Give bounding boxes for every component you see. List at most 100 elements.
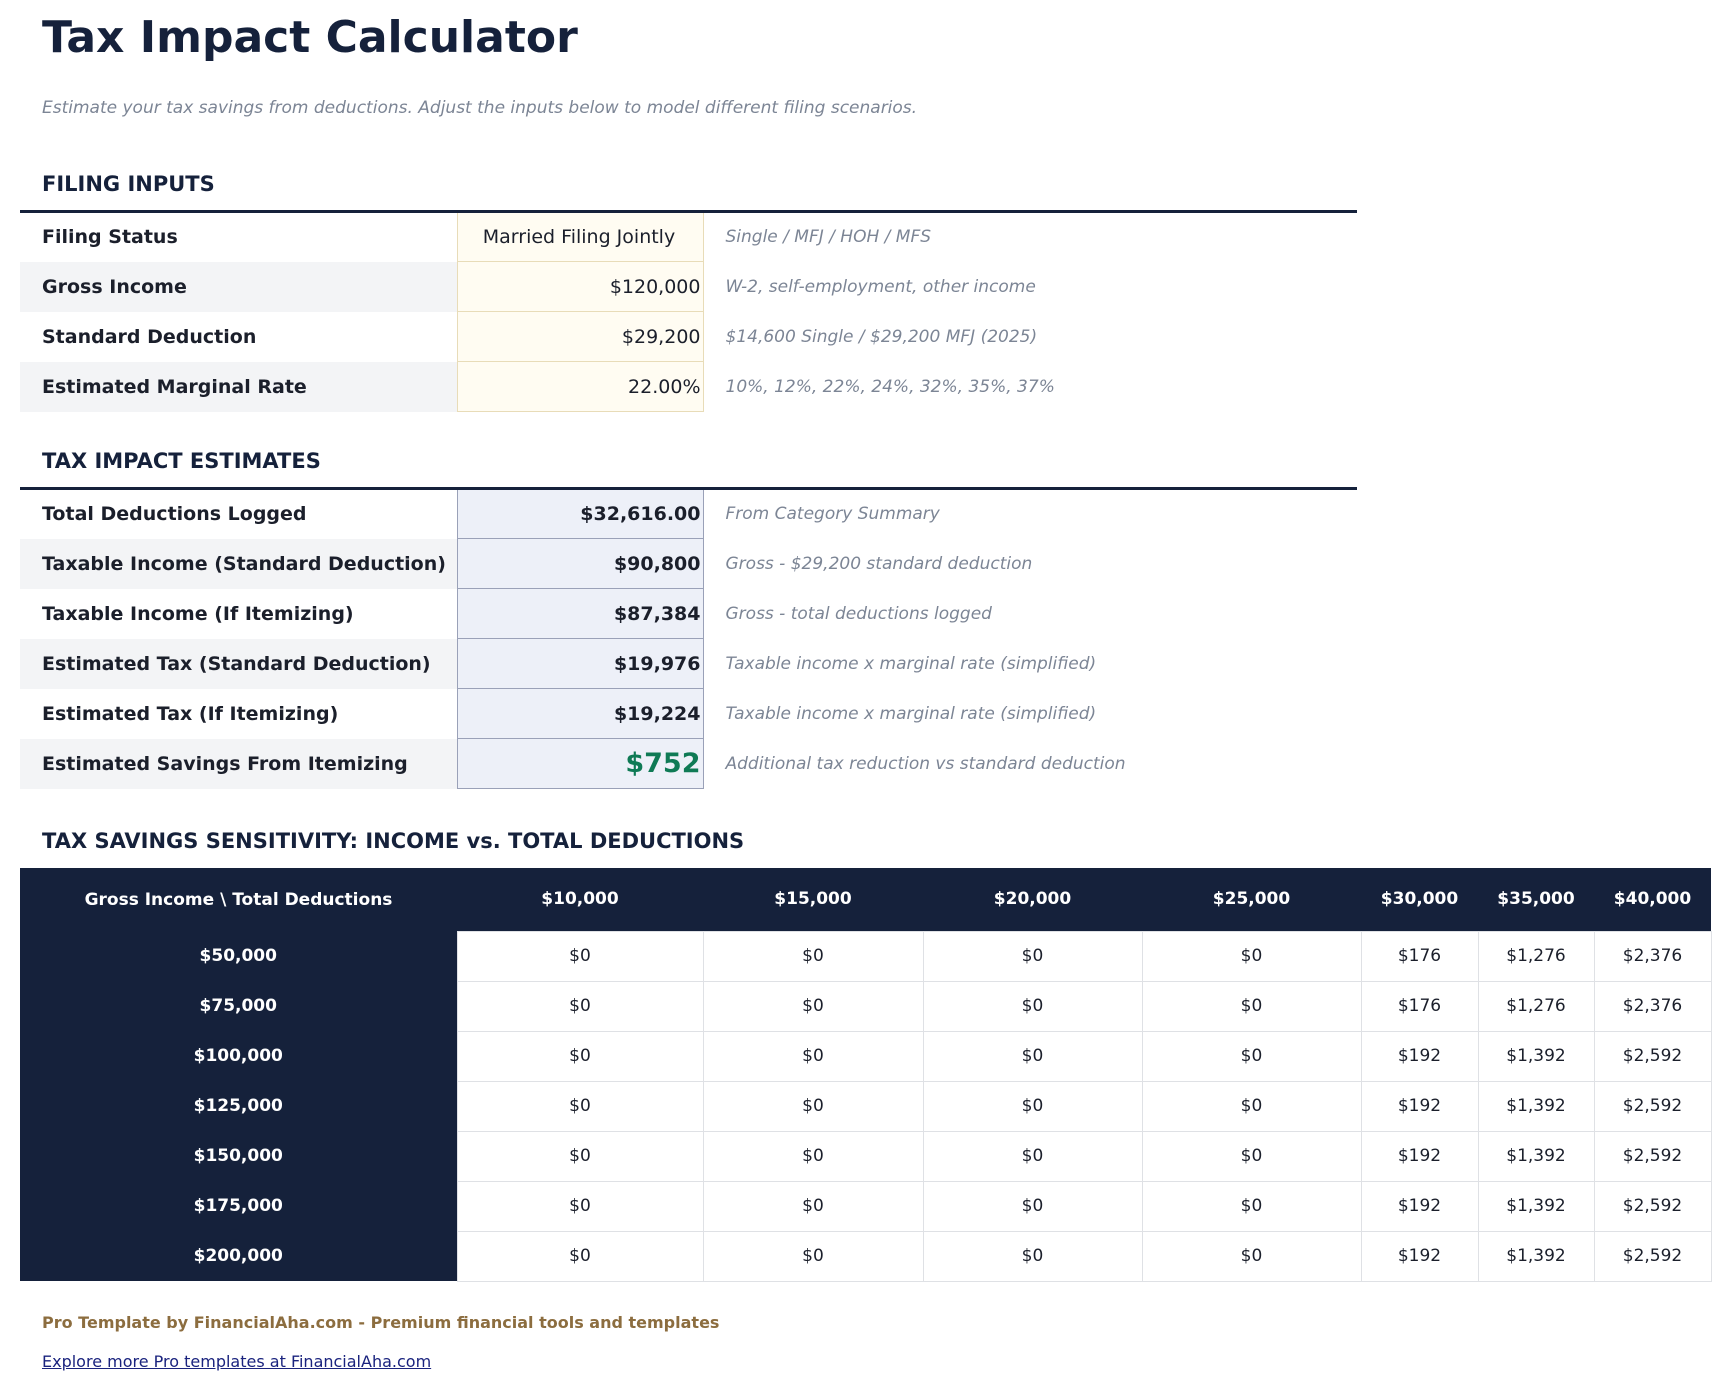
label: Taxable Income (Standard Deduction) [20,538,457,589]
cell: $176 [1360,980,1479,1032]
label: Estimated Savings From Itemizing [20,738,457,789]
row: Standard Deduction $29,200 $14,600 Single … [20,311,1357,362]
column-header: $35,000 [1478,868,1594,931]
cell: $2,376 [1593,980,1712,1032]
filing-inputs-table: Filing Status Married Filing Jointly Singl… [20,210,1357,412]
cell: $1,392 [1477,1130,1595,1182]
value: $29,200 [456,311,704,362]
cell: $0 [1141,1180,1362,1232]
cell: $0 [702,980,924,1032]
estimates-table: Total Deductions Logged $32,616.00 From Ca… [20,487,1357,789]
row: $50,000 $0 $0 $0 $0 $176 $1,276 $2,376 [20,930,1712,982]
value: Married Filing Jointly [456,211,704,262]
cell: $2,592 [1593,1180,1712,1232]
row: Estimated Savings From Itemizing $752 Addi… [20,738,1357,789]
cell: $0 [1141,1080,1362,1132]
column-header: Gross Income \ Total Deductions [20,868,457,931]
cell: $0 [702,1130,924,1182]
section-title: TAX SAVINGS SENSITIVITY: INCOME vs. TOTA… [42,829,745,853]
value: $19,976 [456,638,704,689]
cell: $192 [1360,1080,1479,1132]
cell: $0 [456,1230,704,1282]
row-header: $50,000 [20,931,457,981]
note: W-2, self-employment, other income [725,276,1036,297]
row-header: $100,000 [20,1031,457,1081]
row: Taxable Income (If Itemizing) $87,384 Gros… [20,588,1357,639]
row: Taxable Income (Standard Deduction) $90,8… [20,538,1357,589]
row-header: $200,000 [20,1231,457,1281]
cell: $0 [1141,980,1362,1032]
cell: $0 [922,930,1143,982]
cell: $0 [456,1030,704,1082]
label: Total Deductions Logged [42,503,307,526]
label: Estimated Tax (Standard Deduction) [20,638,457,689]
row: $125,000 $0 $0 $0 $0 $192 $1,392 $2,592 [20,1080,1712,1132]
cell: $1,392 [1477,1030,1595,1082]
row: $100,000 $0 $0 $0 $0 $192 $1,392 $2,592 [20,1030,1712,1082]
row-header: $150,000 [20,1131,457,1181]
row: Estimated Tax (Standard Deduction) $19,97… [20,638,1357,689]
cell: $192 [1360,1180,1479,1232]
footer-link[interactable]: Explore more Pro templates at FinancialA… [42,1352,432,1371]
cell: $0 [1141,1130,1362,1182]
cell: $2,592 [1593,1080,1712,1132]
cell: $192 [1360,1230,1479,1282]
column-header: $20,000 [923,868,1142,931]
column-header: $30,000 [1361,868,1478,931]
row: $175,000 $0 $0 $0 $0 $192 $1,392 $2,592 [20,1180,1712,1232]
note: Gross - total deductions logged [725,603,992,624]
cell: $2,592 [1593,1230,1712,1282]
cell: $192 [1360,1130,1479,1182]
note: Additional tax reduction vs standard ded… [725,753,1126,774]
section-title: TAX IMPACT ESTIMATES [42,449,321,473]
cell: $0 [702,1030,924,1082]
cell: $2,376 [1593,930,1712,982]
cell: $0 [1141,1030,1362,1082]
cell: $0 [922,1080,1143,1132]
note: $14,600 Single / $29,200 MFJ (2025) [725,326,1038,347]
row: Filing Status Married Filing Jointly Singl… [20,211,1357,262]
value: 22.00% [456,361,704,412]
cell: $1,392 [1477,1230,1595,1282]
column-header: $15,000 [703,868,923,931]
label: Taxable Income (If Itemizing) [42,602,354,625]
title: Tax Impact Calculator [42,12,578,63]
value: $90,800 [456,538,704,589]
cell: $1,276 [1477,930,1595,982]
note: 10%, 12%, 22%, 24%, 32%, 35%, 37% [725,376,1055,397]
cell: $0 [702,1180,924,1232]
cell: $0 [1141,1230,1362,1282]
note: Gross - $29,200 standard deduction [725,553,1033,574]
column-header: $10,000 [457,868,703,931]
row-header: $125,000 [20,1081,457,1131]
cell: $0 [922,980,1143,1032]
row: Gross Income $120,000 W-2, self-employment… [20,261,1357,312]
header-row: Gross Income \ Total Deductions $10,000 $1… [20,868,1711,931]
row: $200,000 $0 $0 $0 $0 $192 $1,392 $2,592 [20,1230,1712,1282]
cell: $176 [1360,930,1479,982]
cell: $0 [456,980,704,1032]
row: $75,000 $0 $0 $0 $0 $176 $1,276 $2,376 [20,980,1712,1032]
row-header: $75,000 [20,981,457,1031]
label: Estimated Marginal Rate [20,361,457,412]
label: Standard Deduction [42,325,257,348]
cell: $0 [922,1130,1143,1182]
cell: $0 [456,1130,704,1182]
subtitle: Estimate your tax savings from deduction… [42,98,918,118]
note: Single / MFJ / HOH / MFS [725,227,932,248]
label: Estimated Tax (If Itemizing) [42,702,339,725]
row-header: $175,000 [20,1181,457,1231]
cell: $0 [456,1080,704,1132]
sensitivity-table: Gross Income \ Total Deductions $10,000 $1… [20,868,1712,1282]
value: $87,384 [456,588,704,639]
cell: $192 [1360,1030,1479,1082]
row: Estimated Marginal Rate 22.00% 10%, 12%, 2… [20,361,1357,412]
cell: $1,276 [1477,980,1595,1032]
note: From Category Summary [725,504,940,525]
cell: $0 [922,1180,1143,1232]
value: $752 [456,738,704,789]
section-title: FILING INPUTS [42,172,215,196]
cell: $2,592 [1593,1130,1712,1182]
row: Total Deductions Logged $32,616.00 From Ca… [20,488,1357,539]
row: $150,000 $0 $0 $0 $0 $192 $1,392 $2,592 [20,1130,1712,1182]
